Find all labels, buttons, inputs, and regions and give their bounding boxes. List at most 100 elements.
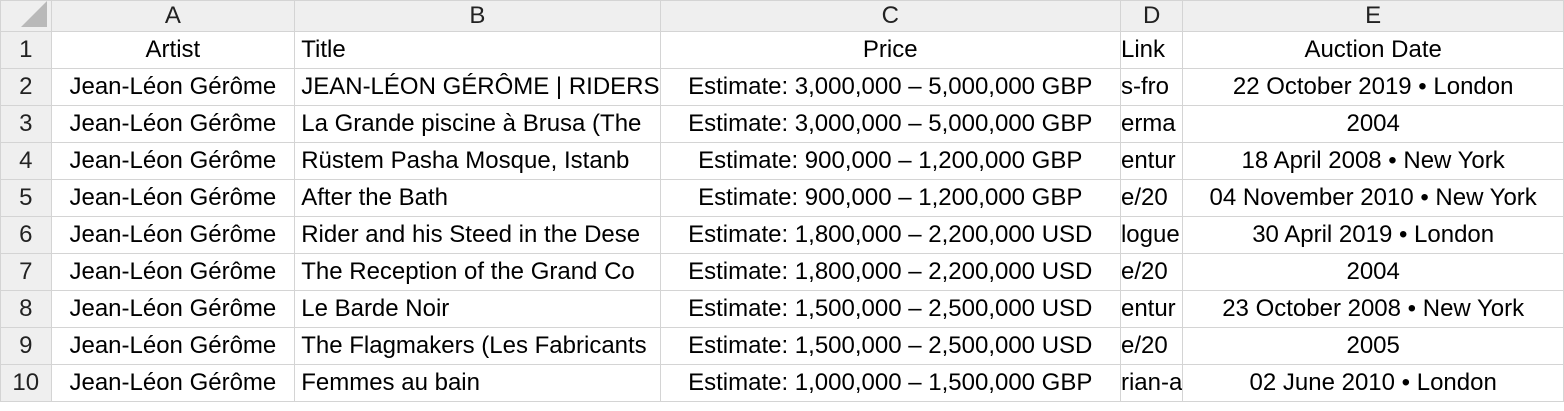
cell-artist-text: Jean-Léon Gérôme [69, 110, 277, 137]
cell-price[interactable]: Estimate: 900,000 – 1,200,000 GBP [659, 142, 1121, 180]
cell-title[interactable]: Rüstem Pasha Mosque, Istanb [294, 142, 661, 180]
row-header[interactable]: 10 [0, 364, 52, 402]
column-header-b[interactable]: B [294, 0, 661, 32]
cell-auction-date[interactable]: 30 April 2019 • London [1182, 216, 1564, 254]
cell-auction-date[interactable]: 02 June 2010 • London [1182, 364, 1564, 402]
cell-auction-date-text: 04 November 2010 • New York [1209, 184, 1537, 211]
cell-auction-date[interactable]: 18 April 2008 • New York [1182, 142, 1564, 180]
cell-link[interactable]: rian-a [1119, 364, 1184, 402]
cell-title-text: La Grande piscine à Brusa (The [301, 110, 642, 137]
table-row: 1 Artist Title Price Link Auction Date [0, 31, 1564, 69]
column-header-c[interactable]: C [659, 0, 1121, 32]
cell-title[interactable]: Rider and his Steed in the Dese [294, 216, 661, 254]
cell-price[interactable]: Estimate: 1,000,000 – 1,500,000 GBP [659, 364, 1121, 402]
cell-artist[interactable]: Jean-Léon Gérôme [50, 105, 296, 143]
select-all-corner[interactable] [0, 0, 52, 32]
column-header-a[interactable]: A [50, 0, 296, 32]
cell-auction-date-text: 18 April 2008 • New York [1241, 147, 1505, 174]
cell-link-text: e/20 [1120, 258, 1168, 285]
table-row: 4 Jean-Léon Gérôme Rüstem Pasha Mosque, Is… [0, 142, 1564, 180]
spreadsheet-grid: A B C D E 1 Artist Title Price Link Auction D… [0, 0, 1564, 402]
cell-title[interactable]: La Grande piscine à Brusa (The [294, 105, 661, 143]
cell-price-text: Estimate: 1,500,000 – 2,500,000 USD [688, 295, 1093, 322]
cell-price[interactable]: Estimate: 3,000,000 – 5,000,000 GBP [659, 68, 1121, 106]
cell-link-text: e/20 [1120, 184, 1168, 211]
cell-auction-date[interactable]: 22 October 2019 • London [1182, 68, 1564, 106]
cell-artist[interactable]: Jean-Léon Gérôme [50, 290, 296, 328]
cell-title[interactable]: Title [294, 31, 661, 69]
row-header[interactable]: 7 [0, 253, 52, 291]
cell-title[interactable]: The Reception of the Grand Co [294, 253, 661, 291]
cell-artist[interactable]: Jean-Léon Gérôme [50, 327, 296, 365]
cell-link[interactable]: Link [1119, 31, 1184, 69]
cell-price[interactable]: Estimate: 900,000 – 1,200,000 GBP [659, 179, 1121, 217]
cell-link[interactable]: entur [1119, 290, 1184, 328]
cell-artist[interactable]: Jean-Léon Gérôme [50, 179, 296, 217]
cell-price[interactable]: Estimate: 1,500,000 – 2,500,000 USD [659, 290, 1121, 328]
cell-price-text: Estimate: 900,000 – 1,200,000 GBP [698, 184, 1083, 211]
cell-title-text: JEAN-LÉON GÉRÔME | RIDERS [301, 73, 660, 100]
table-row: 8 Jean-Léon Gérôme Le Barde Noir Estimate: … [0, 290, 1564, 328]
cell-title[interactable]: After the Bath [294, 179, 661, 217]
cell-auction-date[interactable]: 2004 [1182, 105, 1564, 143]
row-header[interactable]: 6 [0, 216, 52, 254]
cell-auction-date-text: 2004 [1346, 110, 1400, 137]
cell-price[interactable]: Estimate: 1,800,000 – 2,200,000 USD [659, 253, 1121, 291]
cell-price-text: Estimate: 1,000,000 – 1,500,000 GBP [688, 369, 1093, 396]
cell-link[interactable]: e/20 [1119, 179, 1184, 217]
cell-auction-date[interactable]: 2005 [1182, 327, 1564, 365]
row-header[interactable]: 3 [0, 105, 52, 143]
cell-price[interactable]: Estimate: 1,500,000 – 2,500,000 USD [659, 327, 1121, 365]
cell-title[interactable]: The Flagmakers (Les Fabricants [294, 327, 661, 365]
cell-price-text: Estimate: 1,500,000 – 2,500,000 USD [688, 332, 1093, 359]
row-header[interactable]: 4 [0, 142, 52, 180]
table-row: 6 Jean-Léon Gérôme Rider and his Steed in … [0, 216, 1564, 254]
cell-price-text: Estimate: 1,800,000 – 2,200,000 USD [688, 221, 1093, 248]
cell-title[interactable]: Le Barde Noir [294, 290, 661, 328]
cell-link-text: entur [1120, 295, 1176, 322]
cell-link[interactable]: logue [1119, 216, 1184, 254]
cell-link[interactable]: erma [1119, 105, 1184, 143]
cell-artist-text: Jean-Léon Gérôme [69, 73, 277, 100]
cell-title-text: Title [301, 36, 346, 63]
cell-auction-date[interactable]: 04 November 2010 • New York [1182, 179, 1564, 217]
cell-link[interactable]: e/20 [1119, 253, 1184, 291]
cell-artist[interactable]: Artist [50, 31, 296, 69]
cell-auction-date[interactable]: 23 October 2008 • New York [1182, 290, 1564, 328]
cell-artist[interactable]: Jean-Léon Gérôme [50, 68, 296, 106]
column-header-d[interactable]: D [1119, 0, 1184, 32]
row-header[interactable]: 2 [0, 68, 52, 106]
cell-auction-date-text: 2004 [1346, 258, 1400, 285]
cell-price[interactable]: Estimate: 1,800,000 – 2,200,000 USD [659, 216, 1121, 254]
cell-artist[interactable]: Jean-Léon Gérôme [50, 216, 296, 254]
cell-title[interactable]: Femmes au bain [294, 364, 661, 402]
select-all-triangle-icon [20, 1, 47, 27]
cell-auction-date[interactable]: 2004 [1182, 253, 1564, 291]
table-row: 3 Jean-Léon Gérôme La Grande piscine à Bru… [0, 105, 1564, 143]
cell-link[interactable]: e/20 [1119, 327, 1184, 365]
cell-price[interactable]: Price [659, 31, 1121, 69]
row-header[interactable]: 1 [0, 31, 52, 69]
cell-artist-text: Jean-Léon Gérôme [69, 369, 277, 396]
cell-auction-date-text: 22 October 2019 • London [1232, 73, 1514, 100]
row-header[interactable]: 8 [0, 290, 52, 328]
cell-link-text: erma [1120, 110, 1176, 137]
cell-link[interactable]: s-fro [1119, 68, 1184, 106]
cell-auction-date[interactable]: Auction Date [1182, 31, 1564, 69]
cell-title[interactable]: JEAN-LÉON GÉRÔME | RIDERS [294, 68, 661, 106]
row-header[interactable]: 5 [0, 179, 52, 217]
column-header-e[interactable]: E [1182, 0, 1564, 32]
cell-artist[interactable]: Jean-Léon Gérôme [50, 253, 296, 291]
cell-artist[interactable]: Jean-Léon Gérôme [50, 142, 296, 180]
row-header[interactable]: 9 [0, 327, 52, 365]
table-row: 2 Jean-Léon Gérôme JEAN-LÉON GÉRÔME | RIDE… [0, 68, 1564, 106]
table-row: 10 Jean-Léon Gérôme Femmes au bain Estimate… [0, 364, 1564, 402]
cell-artist[interactable]: Jean-Léon Gérôme [50, 364, 296, 402]
cell-artist-text: Jean-Léon Gérôme [69, 295, 277, 322]
cell-link[interactable]: entur [1119, 142, 1184, 180]
cell-price[interactable]: Estimate: 3,000,000 – 5,000,000 GBP [659, 105, 1121, 143]
cell-price-text: Price [862, 36, 918, 63]
cell-artist-text: Jean-Léon Gérôme [69, 184, 277, 211]
cell-auction-date-text: 23 October 2008 • New York [1222, 295, 1525, 322]
table-row: 5 Jean-Léon Gérôme After the Bath Estimate:… [0, 179, 1564, 217]
